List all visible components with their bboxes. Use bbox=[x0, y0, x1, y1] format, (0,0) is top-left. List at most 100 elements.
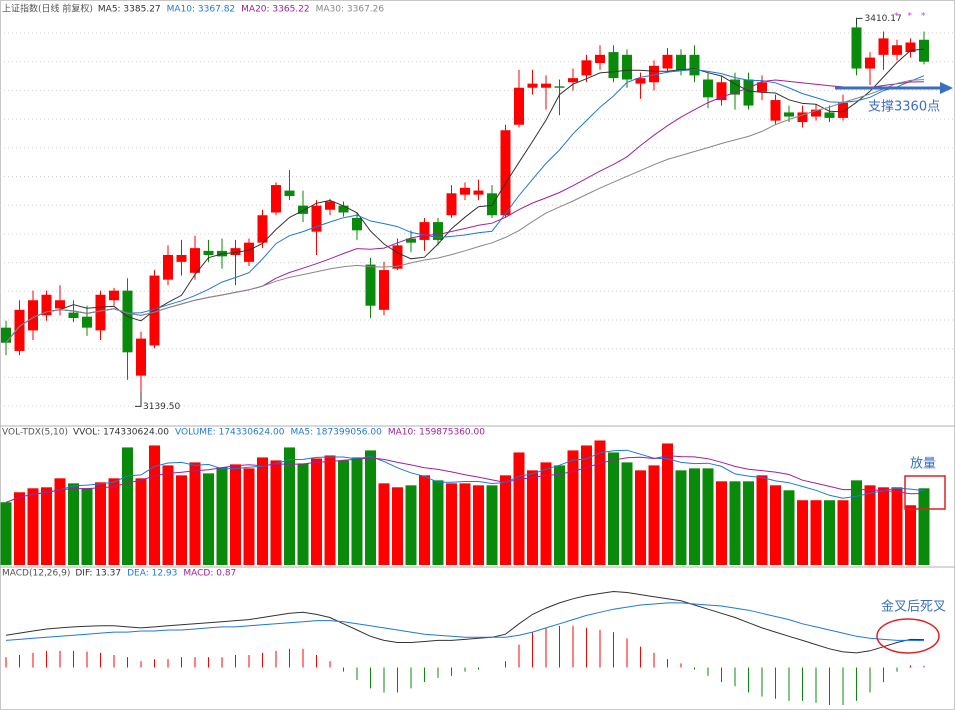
low-label: 3139.50 bbox=[143, 402, 180, 412]
volume-bar bbox=[135, 478, 147, 565]
candle-body bbox=[352, 217, 362, 231]
candle-body bbox=[811, 109, 821, 117]
volume-bar bbox=[405, 485, 417, 565]
indicator-label: MA30: 3367.26 bbox=[316, 5, 385, 15]
panel-title: MACD(12,26,9) bbox=[2, 569, 70, 579]
volume-bar bbox=[608, 452, 619, 565]
candle-body bbox=[554, 86, 565, 88]
volume-bar bbox=[756, 475, 768, 565]
volume-bar bbox=[81, 488, 93, 565]
candle-body bbox=[635, 78, 646, 84]
volume-bar bbox=[392, 487, 403, 565]
candle-body bbox=[392, 245, 403, 269]
support-note: 支撑3360点 bbox=[868, 100, 940, 115]
high-label: 3410.17 bbox=[865, 14, 902, 24]
candle-body bbox=[878, 38, 889, 55]
volume-bar bbox=[284, 447, 295, 565]
candle-body bbox=[379, 270, 389, 310]
low-pointer bbox=[135, 391, 142, 407]
volume-bar bbox=[662, 443, 673, 565]
volume-bar bbox=[905, 505, 916, 565]
volume-bar bbox=[648, 465, 660, 565]
volume-bar bbox=[68, 483, 79, 565]
volume-bar bbox=[918, 488, 930, 565]
candle-body bbox=[743, 79, 754, 106]
volume-bar bbox=[473, 485, 484, 565]
candle-body bbox=[730, 79, 740, 95]
indicator-label: MA5: 3385.27 bbox=[98, 5, 161, 15]
indicator-label: MA10: 159875360.00 bbox=[388, 428, 485, 438]
volume-bar bbox=[270, 460, 282, 565]
volume-bar bbox=[513, 452, 525, 565]
candle-body bbox=[122, 290, 133, 353]
candle-body bbox=[230, 248, 241, 255]
candle-body bbox=[419, 222, 430, 240]
volume-bar bbox=[176, 475, 187, 565]
candle-body bbox=[865, 57, 875, 69]
candle-body bbox=[797, 112, 808, 123]
candle-body bbox=[770, 100, 781, 121]
volume-bar bbox=[189, 462, 201, 565]
candle-body bbox=[190, 248, 200, 273]
volume-bar bbox=[878, 487, 889, 565]
volume-bar bbox=[324, 455, 336, 565]
candle-body bbox=[581, 60, 592, 76]
volume-bar bbox=[783, 490, 795, 565]
volume-bar bbox=[216, 467, 228, 565]
volume-bar bbox=[527, 470, 538, 565]
candle-body bbox=[541, 83, 551, 88]
volume-bar bbox=[230, 464, 241, 565]
candle-body bbox=[649, 65, 659, 83]
candle-body bbox=[676, 54, 686, 70]
candle-body bbox=[662, 54, 673, 69]
candle-body bbox=[325, 201, 335, 210]
volume-bar bbox=[351, 457, 363, 565]
volume-bar bbox=[810, 500, 822, 565]
candle-body bbox=[892, 45, 902, 55]
indicator-label: DEA: 12.93 bbox=[127, 569, 177, 579]
volume-bar bbox=[486, 485, 498, 565]
candle-body bbox=[905, 42, 916, 53]
volume-bar bbox=[149, 445, 160, 565]
candle-body bbox=[500, 130, 511, 216]
candle-body bbox=[14, 309, 25, 351]
high-pointer bbox=[856, 17, 863, 25]
volume-bar bbox=[365, 450, 376, 565]
candle-body bbox=[365, 264, 376, 306]
volume-bar bbox=[837, 500, 849, 565]
candle-body bbox=[284, 190, 295, 197]
candle-body bbox=[824, 112, 835, 118]
volume-bar bbox=[689, 468, 700, 565]
volume-bar bbox=[729, 481, 741, 565]
volume-bar bbox=[95, 482, 106, 565]
candle-body bbox=[109, 290, 119, 301]
volume-bar bbox=[338, 460, 349, 565]
volume-bar bbox=[581, 445, 592, 565]
volume-bar bbox=[891, 487, 903, 565]
volume-bar bbox=[419, 475, 430, 565]
volume-bar bbox=[851, 480, 862, 565]
volume-bar bbox=[54, 478, 66, 565]
candle-body bbox=[433, 222, 443, 240]
candle-body bbox=[203, 250, 214, 255]
volume-ma-line bbox=[5, 449, 925, 503]
panel-title: VOL-TDX(5,10) bbox=[2, 428, 68, 438]
volume-bar bbox=[203, 473, 214, 565]
candle-body bbox=[851, 27, 862, 69]
dea-line bbox=[5, 602, 925, 642]
volume-bar bbox=[716, 481, 727, 565]
volume-bar bbox=[770, 485, 781, 565]
candle-body bbox=[41, 294, 52, 316]
star-marker: * bbox=[894, 12, 899, 22]
volume-bar bbox=[432, 480, 444, 565]
volume-bar bbox=[635, 470, 646, 565]
volume-bar bbox=[621, 462, 633, 565]
support-arrowhead bbox=[940, 82, 953, 94]
volume-bar bbox=[500, 475, 511, 565]
volume-bar bbox=[797, 500, 808, 565]
indicator-label: VOLUME: 174330624.00 bbox=[175, 428, 285, 438]
candle-body bbox=[784, 112, 794, 117]
volume-bar bbox=[540, 462, 552, 565]
